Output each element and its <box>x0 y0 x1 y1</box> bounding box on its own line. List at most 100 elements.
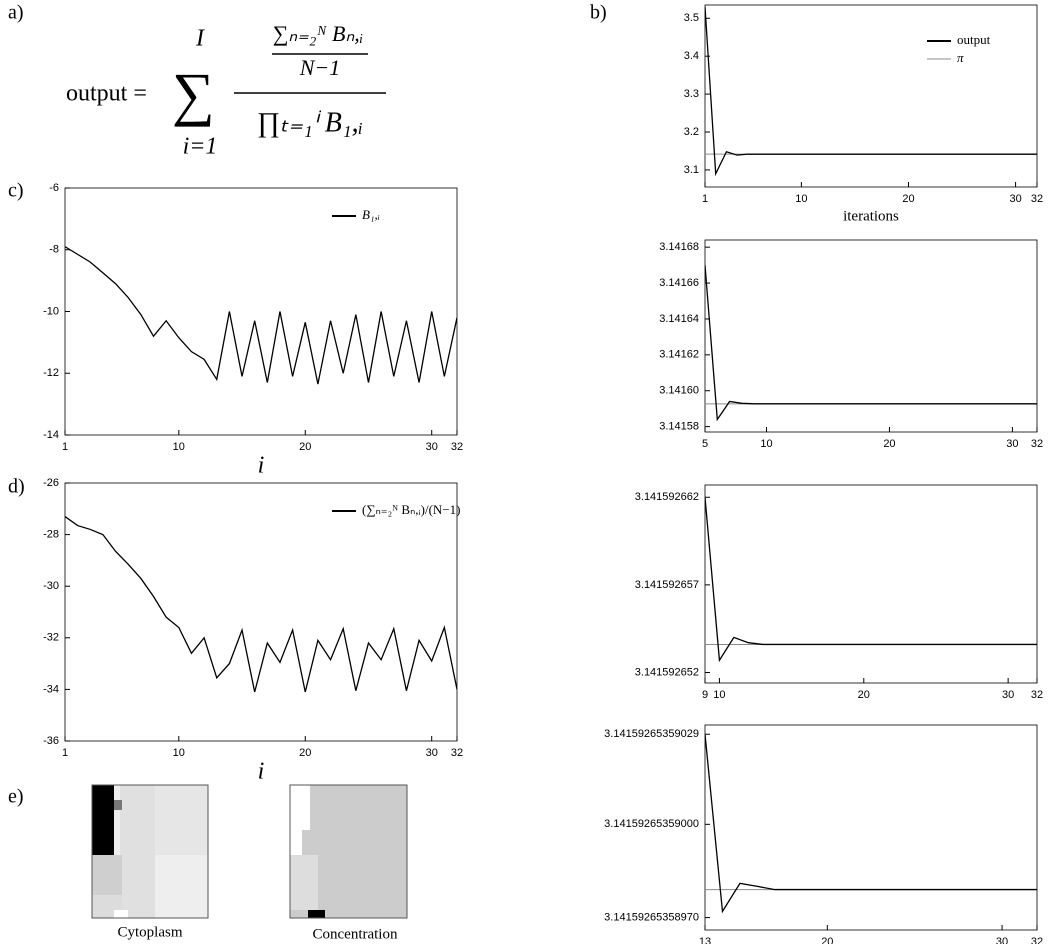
panel-label: d) <box>8 476 25 498</box>
y-tick-label: -12 <box>43 367 59 379</box>
y-tick-label: 3.14158 <box>659 421 699 433</box>
y-tick-label: 3.14166 <box>659 277 699 289</box>
x-tick-label: 10 <box>713 689 725 701</box>
series-line <box>705 734 1037 914</box>
image-label: Cytoplasm <box>117 924 182 940</box>
y-tick-label: 3.141592662 <box>635 491 699 503</box>
x-tick-label: 30 <box>996 936 1008 944</box>
x-tick-label: 20 <box>858 689 870 701</box>
x-tick-label: 1 <box>62 747 68 759</box>
heatmap-cell <box>114 910 128 918</box>
x-axis-label: i <box>258 759 265 785</box>
heatmap-cytoplasm: Cytoplasm <box>91 784 209 940</box>
chart: -36 -34 -32 -30 -28 -26 1 10 20 30 32 i (∑ₙ₌₂ᴺ Bₙ,ᵢ)… <box>43 477 463 785</box>
chart: 3.1 3.2 3.3 3.4 3.5 1 10 20 30 32 iterations output… <box>684 4 1043 224</box>
legend-label: B₁,ᵢ <box>362 207 380 222</box>
y-tick-label: 3.4 <box>684 50 699 62</box>
series-line <box>65 246 457 385</box>
formula-numerator-den: N−1 <box>299 55 341 80</box>
x-tick-label: 32 <box>1031 936 1043 944</box>
y-tick-label: 3.14168 <box>659 241 699 253</box>
y-tick-label: 3.14164 <box>659 313 699 325</box>
y-tick-label: -34 <box>43 683 59 695</box>
image-label: Concentration <box>313 926 398 942</box>
heatmap-cell <box>155 785 208 855</box>
x-axis-label: iterations <box>843 208 899 224</box>
heatmap-cell <box>114 800 122 810</box>
x-tick-label: 1 <box>702 193 708 205</box>
y-tick-label: 3.14159265358970 <box>604 911 699 923</box>
heatmap-cell <box>92 785 114 855</box>
x-tick-label: 32 <box>451 441 463 453</box>
x-tick-label: 32 <box>1031 193 1043 205</box>
plot-frame <box>64 187 458 436</box>
x-tick-label: 5 <box>702 438 708 450</box>
y-tick-label: -26 <box>43 477 59 489</box>
y-tick-label: -10 <box>43 305 59 317</box>
panel-label: b) <box>590 2 607 24</box>
series-line <box>705 497 1037 663</box>
heatmap-concentration: Concentration <box>289 784 408 942</box>
heatmap-frame <box>91 784 209 919</box>
formula-lhs: output = <box>66 81 147 107</box>
heatmap-cell <box>92 855 122 895</box>
x-tick-label: 9 <box>702 689 708 701</box>
plot-frame <box>704 4 1038 188</box>
x-tick-label: 20 <box>883 438 895 450</box>
x-axis-label: i <box>258 453 265 479</box>
plot-frame <box>64 482 458 742</box>
y-tick-label: 3.141592652 <box>635 666 699 678</box>
heatmap-cell <box>290 855 318 910</box>
x-tick-label: 30 <box>426 441 438 453</box>
heatmap-cell <box>290 785 310 830</box>
y-tick-label: -30 <box>43 580 59 592</box>
y-tick-label: -8 <box>49 244 59 256</box>
y-tick-label: 3.14159265359000 <box>604 818 699 830</box>
x-tick-label: 13 <box>699 936 711 944</box>
x-tick-label: 32 <box>451 747 463 759</box>
x-tick-label: 10 <box>173 441 185 453</box>
chart: 3.141592652 3.141592657 3.141592662 9 10 20 30… <box>635 484 1043 701</box>
legend-label: (∑ₙ₌₂ᴺ Bₙ,ᵢ)/(N−1) <box>362 502 460 517</box>
x-tick-label: 20 <box>902 193 914 205</box>
panel-label: e) <box>8 786 24 808</box>
y-tick-label: -28 <box>43 529 59 541</box>
x-tick-label: 10 <box>760 438 772 450</box>
x-tick-label: 10 <box>795 193 807 205</box>
heatmap-cell <box>290 830 302 855</box>
legend-label: output <box>957 32 991 47</box>
formula-lower: i=1 <box>183 134 218 160</box>
formula: output = ∑ I i=1 ∑ₙ₌₂ᴺ Bₙ,ᵢ N−1 ∏ₜ₌₁ⁱ B₁… <box>66 21 386 160</box>
formula-sum: ∑ <box>172 61 215 127</box>
x-tick-label: 32 <box>1031 438 1043 450</box>
chart: -14 -12 -10 -8 -6 1 10 20 30 32 i B₁,ᵢ <box>43 182 463 479</box>
heatmap-cell <box>120 785 155 918</box>
chart: 3.14158 3.14160 3.14162 3.14164 3.14166 3.141… <box>659 239 1043 450</box>
x-tick-label: 20 <box>299 441 311 453</box>
y-tick-label: 3.14160 <box>659 385 699 397</box>
y-tick-label: 3.5 <box>684 12 699 24</box>
x-tick-label: 30 <box>426 747 438 759</box>
x-tick-label: 30 <box>1002 689 1014 701</box>
y-tick-label: 3.14162 <box>659 349 699 361</box>
x-tick-label: 30 <box>1006 438 1018 450</box>
y-tick-label: -36 <box>43 735 59 747</box>
x-tick-label: 10 <box>173 747 185 759</box>
series-line <box>65 516 457 693</box>
chart: 3.14159265358970 3.14159265359000 3.141592… <box>604 724 1043 944</box>
x-tick-label: 1 <box>62 441 68 453</box>
formula-denominator: ∏ₜ₌₁ⁱ B₁,ᵢ <box>257 107 363 138</box>
plot-frame <box>704 239 1038 433</box>
plot-frame <box>704 484 1038 684</box>
y-tick-label: 3.14159265359029 <box>604 728 699 740</box>
y-tick-label: 3.3 <box>684 88 699 100</box>
plot-frame <box>704 724 1038 931</box>
heatmap-frame <box>289 784 408 919</box>
panel-label: c) <box>8 180 24 202</box>
x-tick-label: 32 <box>1031 689 1043 701</box>
x-tick-label: 20 <box>821 936 833 944</box>
legend-label: π <box>957 50 964 65</box>
series-line <box>705 265 1037 422</box>
formula-numerator: ∑ₙ₌₂ᴺ Bₙ,ᵢ <box>273 21 364 46</box>
